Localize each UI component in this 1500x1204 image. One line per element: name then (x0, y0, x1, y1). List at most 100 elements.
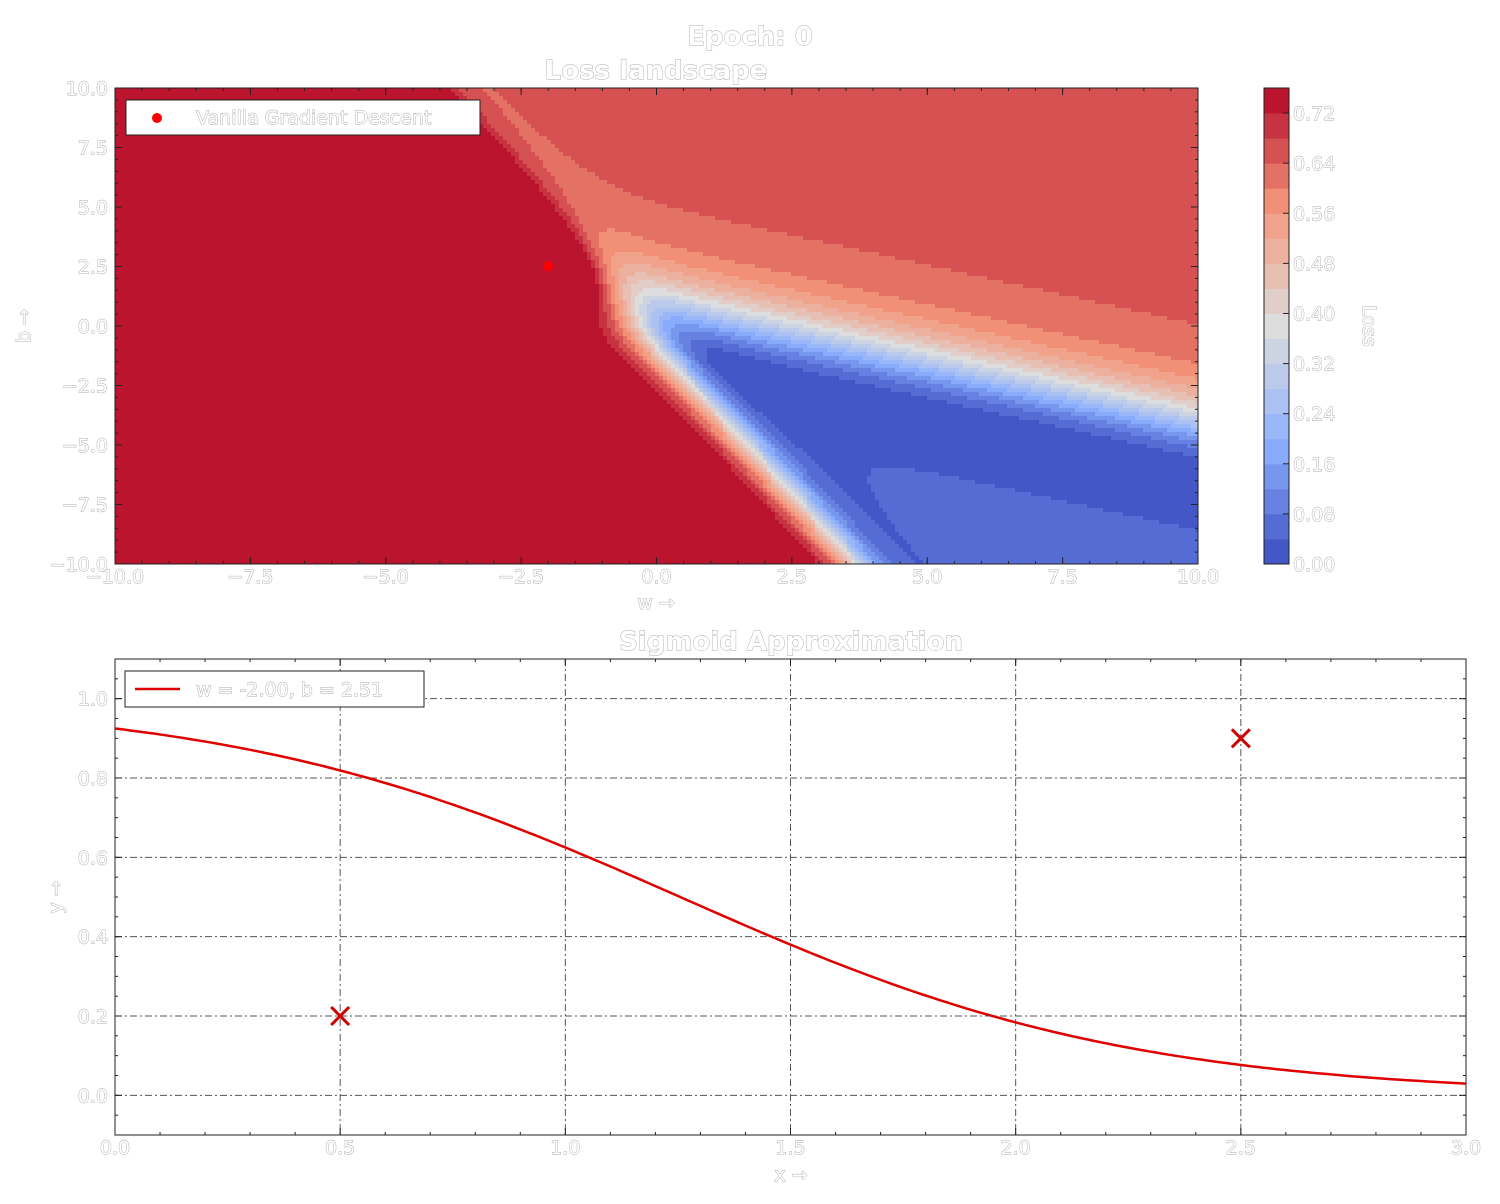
heatmap-cell (363, 144, 368, 149)
heatmap-cell (803, 132, 808, 137)
heatmap-cell (1031, 120, 1036, 125)
heatmap-cell (147, 144, 152, 149)
heatmap-cell (1175, 112, 1180, 117)
heatmap-cell (823, 136, 828, 141)
heatmap-cell (1019, 124, 1024, 129)
heatmap-cell (571, 108, 576, 113)
heatmap-cell (895, 148, 900, 153)
heatmap-cell (1039, 124, 1044, 129)
heatmap-cell (331, 160, 336, 165)
heatmap-cell (775, 156, 780, 161)
heatmap-cell (891, 140, 896, 145)
heatmap-cell (743, 92, 748, 97)
heatmap-cell (803, 92, 808, 97)
heatmap-cell (515, 116, 520, 121)
heatmap-cell (1051, 144, 1056, 149)
heatmap-cell (703, 144, 708, 149)
heatmap-cell (867, 92, 872, 97)
heatmap-cell (1095, 148, 1100, 153)
heatmap-cell (1195, 136, 1200, 141)
heatmap-cell (1067, 140, 1072, 145)
heatmap-cell (799, 136, 804, 141)
heatmap-cell (1103, 132, 1108, 137)
heatmap-cell (1115, 100, 1120, 105)
heatmap-cell (899, 100, 904, 105)
heatmap-cell (907, 120, 912, 125)
heatmap-cell (1171, 124, 1176, 129)
heatmap-cell (859, 128, 864, 133)
heatmap-cell (615, 148, 620, 153)
heatmap-cell (1083, 128, 1088, 133)
heatmap-cell (819, 128, 824, 133)
heatmap-cell (291, 160, 296, 165)
heatmap-cell (139, 160, 144, 165)
heatmap-cell (979, 92, 984, 97)
heatmap-cell (859, 88, 864, 93)
heatmap-cell (139, 156, 144, 161)
heatmap-cell (491, 132, 496, 137)
heatmap-cell (587, 124, 592, 129)
heatmap-cell (855, 92, 860, 97)
heatmap-cell (1179, 152, 1184, 157)
heatmap-cell (767, 148, 772, 153)
heatmap-cell (335, 92, 340, 97)
heatmap-cell (755, 108, 760, 113)
heatmap-cell (243, 144, 248, 149)
heatmap-cell (551, 112, 556, 117)
heatmap-cell (987, 88, 992, 93)
heatmap-cell (939, 152, 944, 157)
heatmap-cell (599, 88, 604, 93)
heatmap-cell (579, 160, 584, 165)
heatmap-cell (323, 140, 328, 145)
heatmap-cell (1031, 96, 1036, 101)
heatmap-cell (511, 140, 516, 145)
heatmap-cell (339, 160, 344, 165)
heatmap-cell (691, 104, 696, 109)
heatmap-cell (1071, 120, 1076, 125)
heatmap-cell (663, 140, 668, 145)
heatmap-cell (115, 148, 120, 153)
heatmap-cell (823, 92, 828, 97)
heatmap-cell (995, 96, 1000, 101)
heatmap-cell (259, 152, 264, 157)
heatmap-cell (447, 148, 452, 153)
heatmap-cell (1015, 136, 1020, 141)
heatmap-cell (791, 116, 796, 121)
heatmap-cell (1183, 96, 1188, 101)
heatmap-cell (619, 132, 624, 137)
heatmap-cell (819, 152, 824, 157)
heatmap-cell (739, 140, 744, 145)
heatmap-cell (967, 92, 972, 97)
heatmap-cell (247, 152, 252, 157)
heatmap-cell (615, 140, 620, 145)
heatmap-cell (975, 96, 980, 101)
heatmap-cell (723, 148, 728, 153)
heatmap-cell (183, 148, 188, 153)
heatmap-cell (679, 116, 684, 121)
heatmap-cell (1083, 120, 1088, 125)
heatmap-cell (1051, 104, 1056, 109)
heatmap-cell (935, 140, 940, 145)
heatmap-cell (643, 100, 648, 105)
heatmap-cell (259, 92, 264, 97)
heatmap-cell (795, 108, 800, 113)
heatmap-cell (871, 96, 876, 101)
heatmap-cell (731, 100, 736, 105)
heatmap-cell (383, 152, 388, 157)
heatmap-cell (823, 144, 828, 149)
heatmap-cell (1155, 148, 1160, 153)
heatmap-cell (923, 112, 928, 117)
heatmap-cell (687, 156, 692, 161)
heatmap-cell (363, 136, 368, 141)
heatmap-cell (855, 124, 860, 129)
heatmap-cell (555, 160, 560, 165)
heatmap-cell (1111, 156, 1116, 161)
heatmap-cell (675, 120, 680, 125)
heatmap-cell (1115, 128, 1120, 133)
figure-suptitle: Epoch: 0 (687, 22, 813, 52)
heatmap-cell (531, 128, 536, 133)
heatmap-cell (1031, 136, 1036, 141)
heatmap-cell (599, 116, 604, 121)
heatmap-cell (1019, 128, 1024, 133)
